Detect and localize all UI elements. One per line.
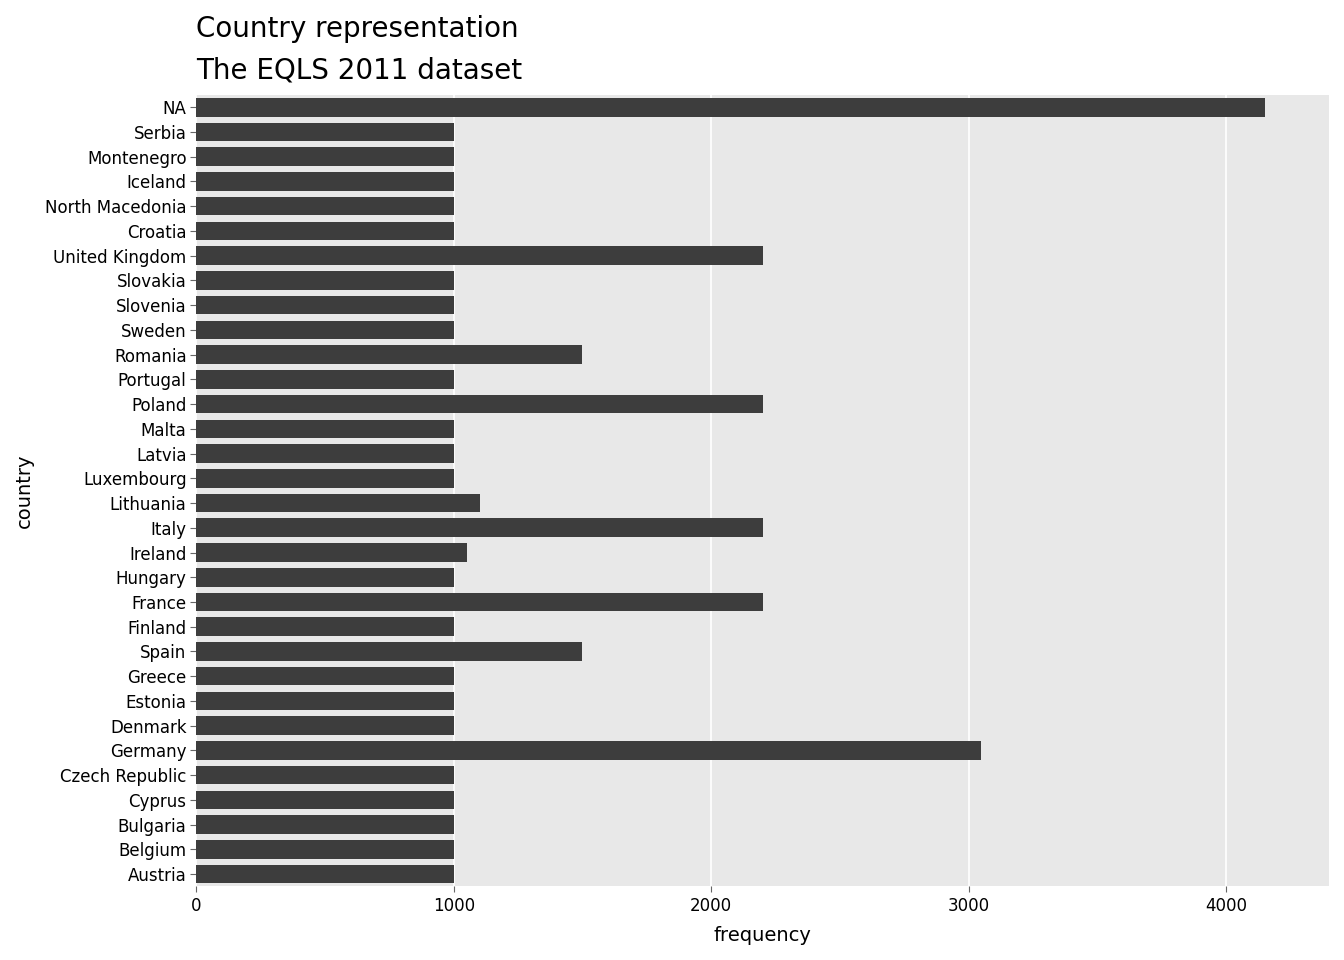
Bar xyxy=(196,568,454,587)
Bar xyxy=(196,518,762,537)
Bar xyxy=(196,543,466,562)
Bar xyxy=(196,444,454,463)
Bar xyxy=(196,691,454,710)
Bar xyxy=(196,716,454,735)
Bar xyxy=(196,321,454,339)
Bar xyxy=(196,815,454,834)
Bar xyxy=(196,840,454,858)
Y-axis label: country: country xyxy=(15,453,34,528)
Bar xyxy=(196,123,454,141)
Bar xyxy=(196,592,762,612)
Bar xyxy=(196,791,454,809)
Bar xyxy=(196,98,1265,116)
Bar xyxy=(196,420,454,438)
Bar xyxy=(196,296,454,315)
Bar xyxy=(196,222,454,240)
Bar xyxy=(196,766,454,784)
Bar xyxy=(196,247,762,265)
Text: Country representation
The EQLS 2011 dataset: Country representation The EQLS 2011 dat… xyxy=(196,15,523,84)
Bar xyxy=(196,741,981,759)
Bar xyxy=(196,667,454,685)
Bar xyxy=(196,271,454,290)
Bar xyxy=(196,865,454,883)
Bar xyxy=(196,197,454,215)
Bar xyxy=(196,617,454,636)
Bar xyxy=(196,493,480,513)
Bar xyxy=(196,395,762,414)
Bar xyxy=(196,469,454,488)
Bar xyxy=(196,346,582,364)
Bar xyxy=(196,370,454,389)
Bar xyxy=(196,148,454,166)
Bar xyxy=(196,642,582,660)
X-axis label: frequency: frequency xyxy=(714,926,812,945)
Bar xyxy=(196,172,454,191)
